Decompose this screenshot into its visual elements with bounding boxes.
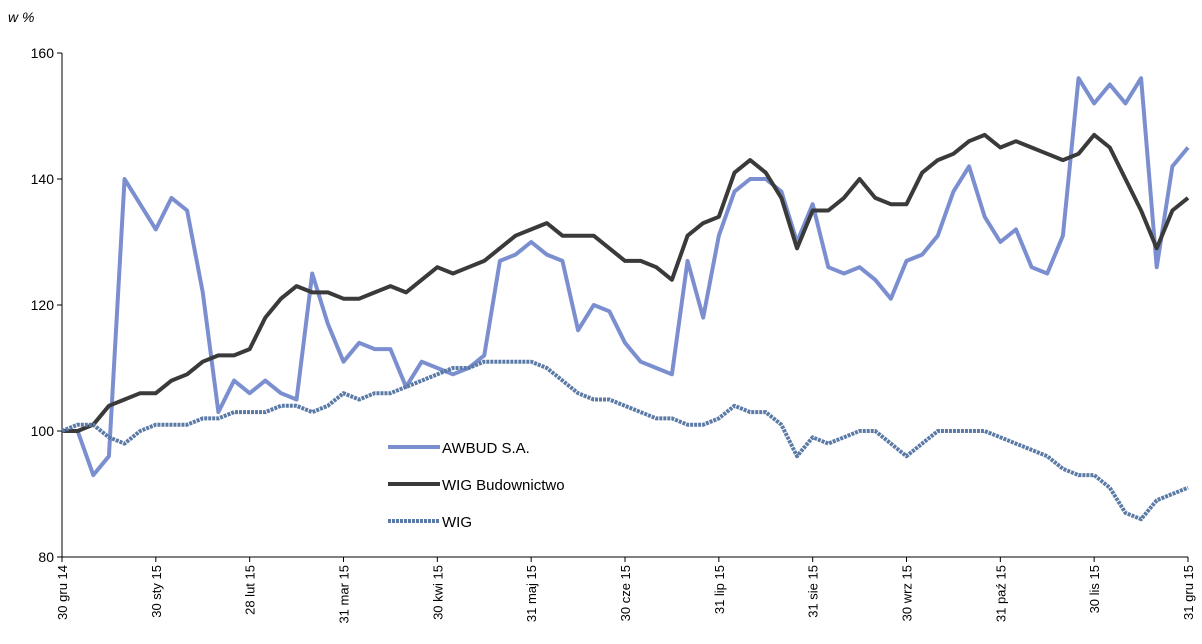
y-tick-label: 140 (31, 171, 55, 187)
x-tick-label: 31 lip 15 (712, 565, 727, 614)
x-tick-label: 30 sty 15 (149, 565, 164, 618)
series-line (62, 132, 1190, 433)
x-tick-label: 30 gru 14 (55, 565, 70, 620)
y-tick-label: 80 (38, 549, 54, 565)
series-line (61, 359, 1189, 522)
y-axis-label: w % (8, 9, 34, 25)
x-tick-label: 30 wrz 15 (900, 565, 915, 621)
x-tick-label: 30 cze 15 (618, 565, 633, 621)
y-tick-label: 160 (31, 45, 55, 61)
x-tick-label: 31 mar 15 (337, 565, 352, 624)
y-tick-label: 120 (31, 297, 55, 313)
x-tick-label: 30 lis 15 (1087, 565, 1102, 613)
x-tick-label: 31 maj 15 (524, 565, 539, 622)
x-tick-label: 31 paź 15 (993, 565, 1008, 622)
y-tick-label: 100 (31, 423, 55, 439)
x-tick-label: 28 lut 15 (243, 565, 258, 615)
x-tick-label: 31 gru 15 (1181, 565, 1196, 620)
legend-label: WIG Budownictwo (442, 477, 565, 494)
x-tick-label: 30 kwi 15 (430, 565, 445, 620)
legend-label: WIG (442, 514, 472, 531)
legend-label: AWBUD S.A. (442, 440, 530, 457)
series-line (62, 76, 1190, 478)
x-tick-label: 31 sie 15 (806, 565, 821, 618)
